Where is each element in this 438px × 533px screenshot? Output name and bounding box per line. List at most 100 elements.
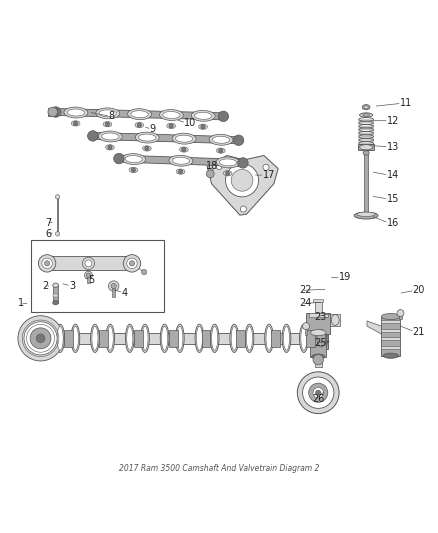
Circle shape [297, 372, 339, 414]
Ellipse shape [162, 326, 168, 350]
Ellipse shape [71, 121, 80, 126]
Circle shape [109, 281, 119, 292]
Ellipse shape [196, 326, 202, 350]
Circle shape [86, 273, 91, 277]
Text: 8: 8 [108, 111, 114, 122]
Ellipse shape [210, 324, 219, 352]
Ellipse shape [317, 329, 325, 347]
Ellipse shape [265, 324, 273, 352]
Text: 16: 16 [387, 218, 399, 228]
Circle shape [127, 258, 137, 269]
Circle shape [108, 145, 112, 150]
Ellipse shape [316, 326, 322, 350]
Text: 15: 15 [387, 194, 399, 204]
Text: 17: 17 [262, 170, 275, 180]
Ellipse shape [363, 114, 369, 117]
Bar [309, 313, 328, 318]
Circle shape [201, 125, 205, 129]
Ellipse shape [231, 326, 237, 350]
Circle shape [240, 206, 247, 212]
Bar [271, 329, 280, 347]
Circle shape [313, 354, 323, 365]
Ellipse shape [96, 108, 120, 119]
Text: 2017 Ram 3500 Camshaft And Valvetrain Diagram 2: 2017 Ram 3500 Camshaft And Valvetrain Di… [119, 464, 319, 473]
Ellipse shape [106, 324, 115, 352]
Ellipse shape [53, 301, 58, 305]
Bar [53, 285, 58, 303]
Ellipse shape [172, 157, 190, 164]
Circle shape [24, 322, 57, 355]
Ellipse shape [71, 324, 80, 352]
Ellipse shape [142, 326, 148, 350]
Bar [112, 286, 116, 297]
Ellipse shape [159, 110, 184, 120]
Bar [99, 329, 108, 347]
Bar [31, 240, 164, 312]
Circle shape [141, 270, 147, 274]
Polygon shape [56, 109, 223, 120]
Ellipse shape [315, 324, 323, 352]
Ellipse shape [191, 110, 215, 122]
Bar [311, 333, 326, 357]
Bar [330, 314, 340, 326]
Circle shape [169, 124, 173, 128]
Text: 1: 1 [18, 298, 24, 309]
Circle shape [45, 261, 49, 266]
Ellipse shape [311, 329, 326, 336]
Ellipse shape [67, 109, 85, 116]
Circle shape [55, 232, 60, 236]
Circle shape [88, 131, 98, 141]
Bar [315, 301, 322, 313]
Ellipse shape [383, 353, 399, 358]
Ellipse shape [212, 326, 218, 350]
Ellipse shape [135, 132, 159, 143]
Circle shape [263, 164, 269, 171]
Polygon shape [119, 155, 243, 166]
Ellipse shape [142, 146, 151, 151]
Circle shape [216, 163, 222, 169]
Ellipse shape [57, 326, 63, 350]
Ellipse shape [177, 326, 183, 350]
Circle shape [129, 261, 134, 266]
Circle shape [303, 322, 310, 329]
Ellipse shape [176, 135, 193, 142]
Circle shape [178, 169, 183, 174]
Ellipse shape [230, 324, 239, 352]
Ellipse shape [169, 155, 193, 166]
Circle shape [145, 146, 149, 151]
Ellipse shape [125, 156, 142, 163]
Ellipse shape [245, 324, 254, 352]
Ellipse shape [106, 145, 114, 150]
Ellipse shape [103, 122, 112, 127]
Circle shape [131, 168, 136, 172]
Bar [364, 154, 368, 212]
Circle shape [114, 154, 124, 164]
Bar [47, 256, 132, 270]
Text: 11: 11 [399, 98, 412, 108]
Circle shape [233, 135, 244, 146]
Ellipse shape [212, 136, 230, 143]
Ellipse shape [198, 124, 207, 130]
Bar [315, 327, 328, 349]
Ellipse shape [125, 324, 134, 352]
Circle shape [219, 149, 223, 153]
Ellipse shape [127, 109, 152, 119]
Bar [315, 358, 322, 367]
Ellipse shape [331, 314, 339, 326]
Polygon shape [93, 133, 239, 144]
Ellipse shape [176, 169, 185, 174]
Ellipse shape [312, 354, 325, 359]
Text: 20: 20 [413, 286, 425, 295]
Circle shape [39, 255, 56, 272]
Ellipse shape [223, 171, 232, 176]
Ellipse shape [98, 131, 122, 142]
Circle shape [55, 195, 60, 199]
Ellipse shape [127, 326, 133, 350]
Text: 26: 26 [313, 394, 325, 404]
Text: 2: 2 [43, 281, 49, 291]
Circle shape [226, 171, 230, 175]
Bar [53, 294, 58, 297]
Bar [47, 333, 321, 344]
Ellipse shape [363, 151, 369, 155]
Text: 22: 22 [300, 286, 312, 295]
